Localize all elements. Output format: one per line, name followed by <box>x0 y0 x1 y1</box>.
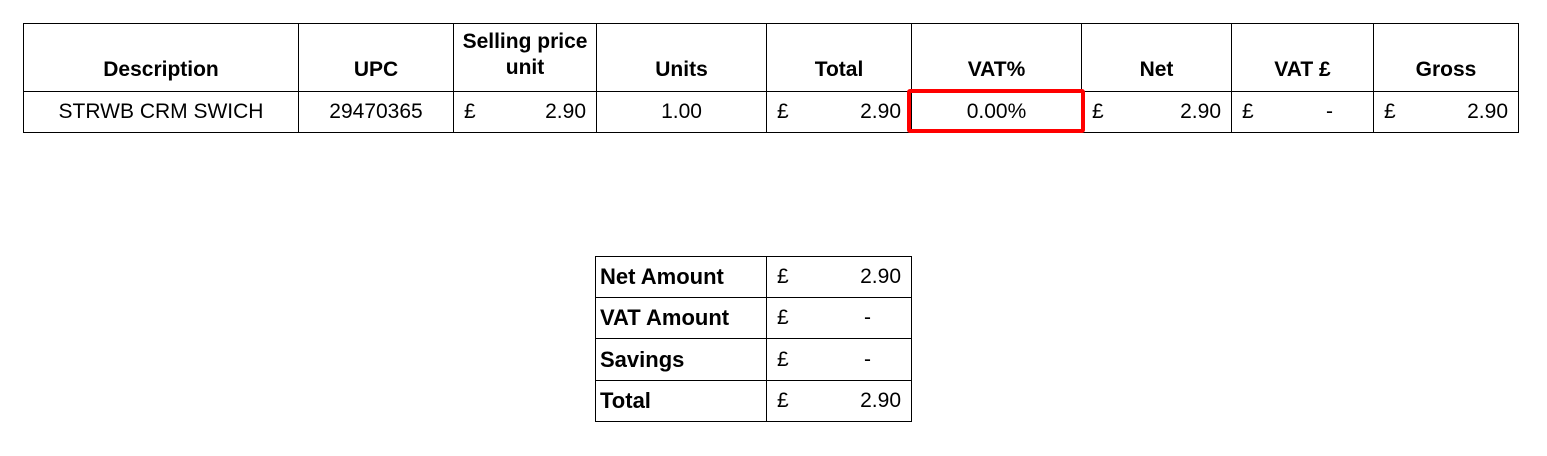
cell-units: 1.00 <box>596 91 767 133</box>
value: 2.90 <box>860 100 901 123</box>
cell-net: £2.90 <box>1081 91 1232 133</box>
value: 2.90 <box>1467 100 1508 123</box>
value: - <box>864 306 871 329</box>
value: 2.90 <box>1180 100 1221 123</box>
currency: £ <box>464 100 476 123</box>
currency: £ <box>777 265 789 288</box>
cell-total: £2.90 <box>766 91 912 133</box>
currency: £ <box>1242 100 1254 123</box>
currency: £ <box>1092 100 1104 123</box>
value: 2.90 <box>545 100 586 123</box>
currency: £ <box>777 100 789 123</box>
vat-highlight-box <box>907 89 1085 133</box>
summary-value: £2.90 <box>766 380 912 422</box>
header-net: Net <box>1081 23 1232 92</box>
header-units: Units <box>596 23 767 92</box>
value: - <box>864 347 871 371</box>
cell-description: STRWB CRM SWICH <box>23 91 299 133</box>
currency: £ <box>777 389 789 412</box>
currency: £ <box>1384 100 1396 123</box>
cell-vat-amount: £ - <box>1231 91 1374 133</box>
header-upc: UPC <box>298 23 454 92</box>
summary-label: Net Amount <box>595 256 767 298</box>
currency: £ <box>777 306 789 329</box>
header-description: Description <box>23 23 299 92</box>
summary-label: Savings <box>595 338 767 381</box>
summary-value: £ - <box>766 338 912 381</box>
header-vat-amount: VAT £ <box>1231 23 1374 92</box>
cell-price: £2.90 <box>453 91 597 133</box>
header-total: Total <box>766 23 912 92</box>
cell-gross: £2.90 <box>1373 91 1519 133</box>
header-selling-price: Selling price unit <box>453 23 597 92</box>
value: 2.90 <box>860 265 901 288</box>
cell-upc: 29470365 <box>298 91 454 133</box>
currency: £ <box>777 347 789 371</box>
value: 2.90 <box>860 389 901 412</box>
summary-label: Total <box>595 380 767 422</box>
summary-value: £ - <box>766 297 912 339</box>
header-gross: Gross <box>1373 23 1519 92</box>
value: - <box>1326 100 1333 123</box>
header-vat-pct: VAT% <box>911 23 1082 92</box>
summary-value: £2.90 <box>766 256 912 298</box>
summary-label: VAT Amount <box>595 297 767 339</box>
